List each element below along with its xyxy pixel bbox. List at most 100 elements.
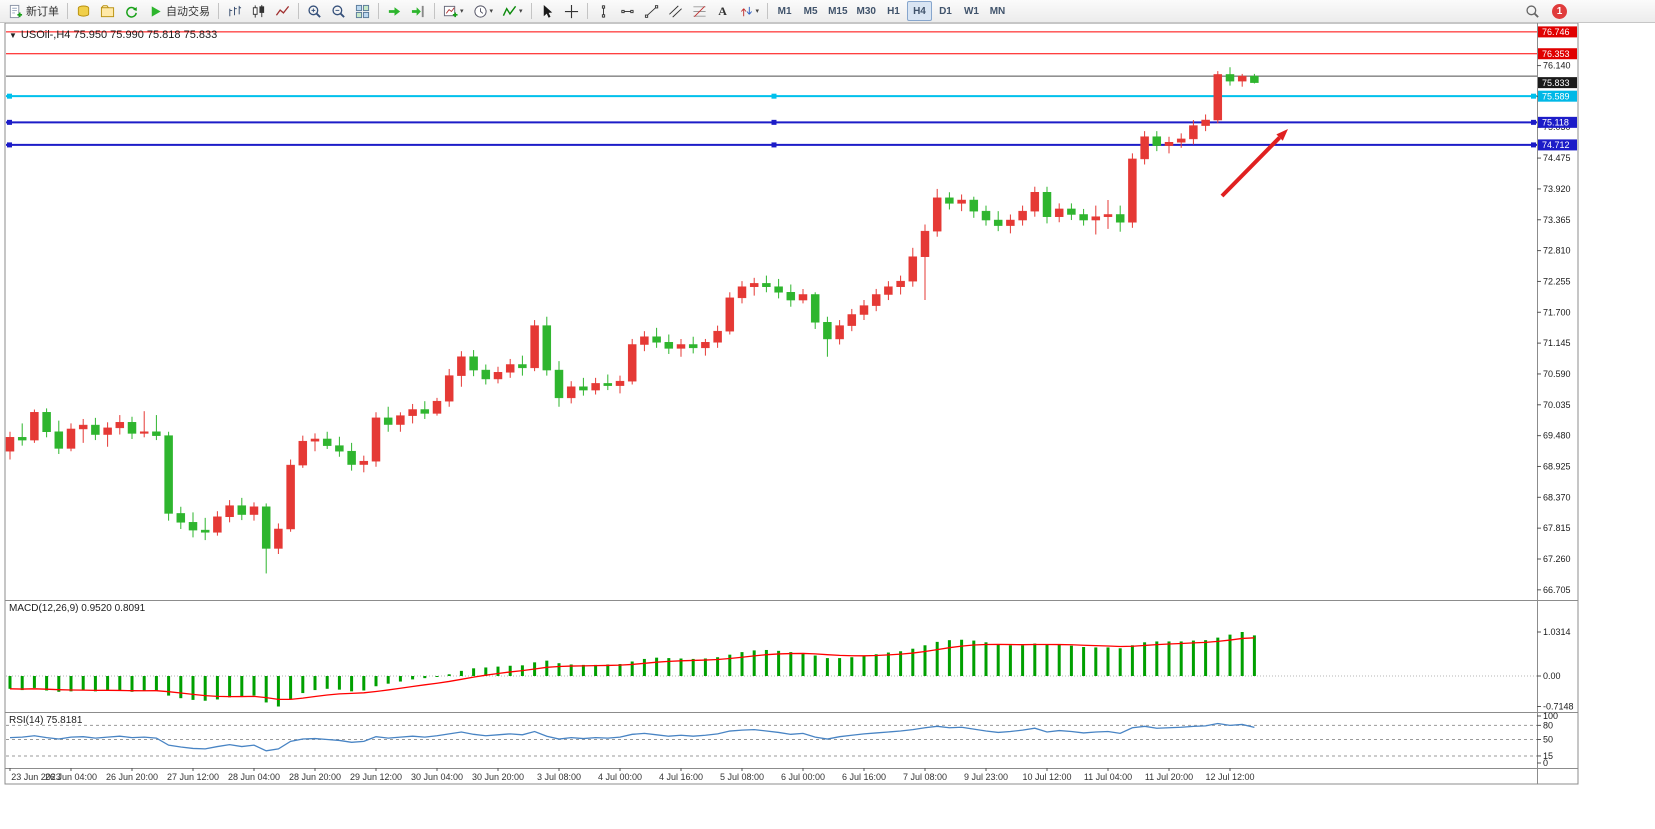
macd-bar bbox=[508, 665, 512, 676]
candle bbox=[920, 224, 930, 301]
separator bbox=[586, 3, 588, 19]
auto-scroll-button[interactable] bbox=[383, 1, 406, 21]
svg-text:-0.7148: -0.7148 bbox=[1543, 701, 1574, 711]
timeframe-w1[interactable]: W1 bbox=[959, 1, 984, 21]
text-tool-button[interactable]: A bbox=[712, 1, 734, 21]
candle bbox=[127, 416, 137, 439]
hline-handle[interactable] bbox=[1531, 142, 1536, 148]
cursor-button[interactable] bbox=[536, 1, 559, 21]
candle bbox=[835, 320, 844, 345]
timeframe-m5[interactable]: M5 bbox=[798, 1, 823, 21]
candle bbox=[1079, 208, 1088, 226]
market-watch-icon bbox=[76, 4, 91, 19]
macd-bar bbox=[691, 658, 695, 676]
timeframe-h1[interactable]: H1 bbox=[881, 1, 906, 21]
navigator-button[interactable] bbox=[96, 1, 119, 21]
macd-bar bbox=[32, 676, 36, 688]
svg-text:67.260: 67.260 bbox=[1543, 554, 1571, 564]
candle bbox=[66, 423, 76, 452]
notification-count: 1 bbox=[1556, 5, 1563, 17]
hline-handle[interactable] bbox=[771, 93, 777, 99]
market-watch-button[interactable] bbox=[72, 1, 95, 21]
candle bbox=[286, 459, 295, 532]
hline-handle[interactable] bbox=[7, 142, 12, 148]
new-order-button[interactable]: 新订单 bbox=[4, 1, 63, 21]
crosshair-button[interactable] bbox=[560, 1, 583, 21]
horizontal-line-tool-button[interactable] bbox=[616, 1, 639, 21]
svg-text:72.255: 72.255 bbox=[1543, 276, 1571, 286]
timeframe-m15[interactable]: M15 bbox=[824, 1, 851, 21]
macd-bar bbox=[362, 676, 366, 691]
timeframe-m1[interactable]: M1 bbox=[772, 1, 797, 21]
notification-badge[interactable]: 1 bbox=[1552, 3, 1567, 19]
trendline-tool-button[interactable] bbox=[640, 1, 663, 21]
zoom-out-icon bbox=[331, 4, 346, 19]
zoom-out-button[interactable] bbox=[327, 1, 350, 21]
candle bbox=[847, 308, 857, 332]
timeframe-m30[interactable]: M30 bbox=[853, 1, 880, 21]
svg-text:76.353: 76.353 bbox=[1542, 49, 1570, 59]
chart-candles-button[interactable] bbox=[247, 1, 270, 21]
macd-bar bbox=[398, 676, 402, 682]
svg-text:23 Jun 2023: 23 Jun 2023 bbox=[11, 772, 61, 782]
candle bbox=[664, 334, 674, 354]
hline-handle[interactable] bbox=[1531, 119, 1536, 125]
arrows-tool-button[interactable]: ▾ bbox=[735, 1, 764, 21]
chart-shift-button[interactable] bbox=[407, 1, 430, 21]
search-button[interactable] bbox=[1521, 1, 1544, 21]
candle bbox=[54, 420, 64, 454]
macd-bar bbox=[374, 676, 378, 687]
vertical-line-tool-button[interactable] bbox=[592, 1, 615, 21]
timeframe-label: H1 bbox=[887, 5, 900, 17]
new-order-icon bbox=[8, 4, 23, 19]
timeframe-d1[interactable]: D1 bbox=[933, 1, 958, 21]
profiles-button[interactable]: ▾ bbox=[469, 1, 498, 21]
hline-handle[interactable] bbox=[7, 119, 12, 125]
macd-bar bbox=[1191, 640, 1195, 676]
auto-trading-button[interactable]: 自动交易 bbox=[144, 1, 214, 21]
refresh-button[interactable] bbox=[120, 1, 143, 21]
hline-handle[interactable] bbox=[1531, 93, 1536, 99]
svg-text:1.0314: 1.0314 bbox=[1543, 627, 1571, 637]
timeframe-mn[interactable]: MN bbox=[985, 1, 1010, 21]
macd-bar bbox=[996, 644, 1000, 676]
macd-bar bbox=[838, 658, 842, 676]
candle bbox=[908, 247, 918, 287]
hline-handle[interactable] bbox=[7, 93, 12, 99]
one-click-trading-toggle[interactable]: ▼ bbox=[9, 30, 17, 40]
timeframe-h4[interactable]: H4 bbox=[906, 1, 932, 21]
trend-arrow[interactable] bbox=[1220, 129, 1288, 198]
svg-text:0: 0 bbox=[1543, 758, 1548, 768]
indicators-button[interactable]: ▾ bbox=[498, 1, 527, 21]
fibonacci-tool-button[interactable] bbox=[688, 1, 711, 21]
price-flags: 76.746 76.353 75.833 75.589 75.118 74.712 bbox=[1538, 26, 1577, 151]
candle bbox=[627, 338, 637, 385]
candle bbox=[176, 506, 186, 529]
macd-bar bbox=[862, 655, 866, 676]
svg-text:71.145: 71.145 bbox=[1543, 338, 1571, 348]
candle bbox=[432, 397, 442, 416]
new-chart-button[interactable]: ▾ bbox=[439, 1, 468, 21]
candle bbox=[225, 500, 234, 523]
macd-panel bbox=[6, 632, 1537, 707]
svg-text:6 Jul 00:00: 6 Jul 00:00 bbox=[781, 772, 825, 782]
candle bbox=[408, 403, 417, 424]
hline-handle[interactable] bbox=[771, 142, 777, 148]
candle bbox=[30, 409, 39, 443]
hline-handle[interactable] bbox=[771, 119, 777, 125]
rsi-indicator-label: RSI(14) 75.8181 bbox=[9, 715, 83, 726]
macd-bar bbox=[459, 670, 463, 676]
tile-windows-button[interactable] bbox=[351, 1, 374, 21]
svg-text:67.815: 67.815 bbox=[1543, 523, 1571, 533]
zoom-in-button[interactable] bbox=[303, 1, 326, 21]
horizontal-line-icon bbox=[620, 4, 635, 19]
chart-bars-button[interactable] bbox=[223, 1, 246, 21]
chevron-down-icon: ▾ bbox=[460, 8, 464, 15]
timeframe-label: MN bbox=[989, 5, 1006, 17]
chart-line-button[interactable] bbox=[271, 1, 294, 21]
macd-bar bbox=[8, 676, 12, 689]
toolbar-right-group: 1 bbox=[1521, 1, 1651, 21]
channel-tool-button[interactable] bbox=[664, 1, 687, 21]
